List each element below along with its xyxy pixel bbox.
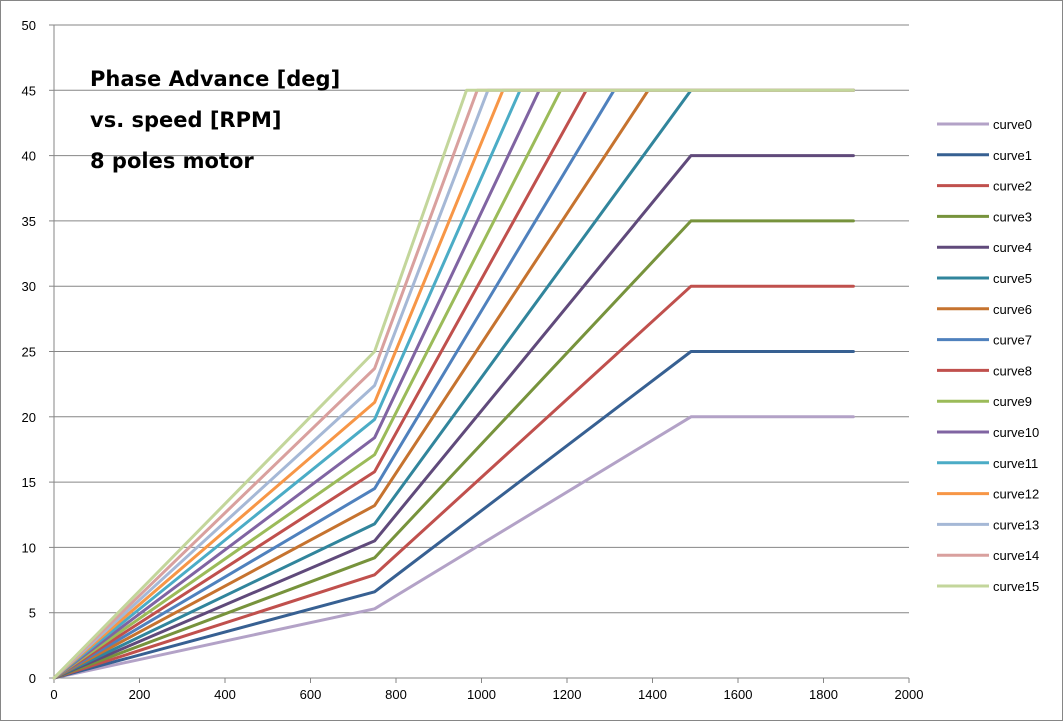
tick-layer: 0 5 10 15 20 25 30 35 40 45 50 0 200 400 600 800 1000 120…: [22, 18, 924, 702]
series-line-curve3: [52, 219, 855, 680]
legend-label-curve8: curve8: [993, 363, 1032, 378]
x-tick-label-3: 600: [300, 687, 322, 702]
legend-label-curve13: curve13: [993, 517, 1039, 532]
x-tick-label-2: 400: [214, 687, 236, 702]
x-tick-label-9: 1800: [809, 687, 838, 702]
x-tick-label-1: 200: [129, 687, 151, 702]
x-tick-label-5: 1000: [467, 687, 496, 702]
chart-title-line-3: 8 poles motor: [90, 149, 254, 173]
legend-label-curve9: curve9: [993, 394, 1032, 409]
legend: curve0 curve1 curve2 curve3 curve4 curve5 curv…: [937, 117, 1039, 594]
x-tick-label-4: 800: [385, 687, 407, 702]
y-tick-label-5: 25: [22, 345, 36, 360]
legend-label-curve15: curve15: [993, 579, 1039, 594]
series-line-curve0: [52, 415, 855, 680]
series-line-curve15: [52, 88, 855, 680]
legend-label-curve14: curve14: [993, 548, 1039, 563]
y-tick-label-6: 30: [22, 279, 36, 294]
legend-label-curve0: curve0: [993, 117, 1032, 132]
legend-label-curve10: curve10: [993, 425, 1039, 440]
legend-label-curve3: curve3: [993, 209, 1032, 224]
chart-title-line-1: Phase Advance [deg]: [90, 67, 340, 91]
legend-label-curve4: curve4: [993, 240, 1032, 255]
axis-layer: [49, 24, 910, 683]
series-line-curve4: [52, 154, 855, 680]
chart-title: Phase Advance [deg] vs. speed [RPM] 8 po…: [90, 67, 340, 173]
x-tick-label-8: 1600: [724, 687, 753, 702]
y-tick-label-0: 0: [29, 671, 36, 686]
legend-label-curve12: curve12: [993, 487, 1039, 502]
legend-label-curve11: curve11: [993, 456, 1038, 471]
series-line-curve2: [52, 284, 855, 680]
legend-label-curve7: curve7: [993, 333, 1032, 348]
y-tick-label-1: 5: [29, 606, 36, 621]
chart-title-line-2: vs. speed [RPM]: [90, 108, 282, 132]
legend-label-curve1: curve1: [993, 148, 1032, 163]
y-tick-label-9: 45: [22, 83, 36, 98]
y-tick-label-8: 40: [22, 149, 36, 164]
y-tick-label-10: 50: [22, 18, 36, 33]
x-tick-label-10: 2000: [895, 687, 924, 702]
legend-label-curve5: curve5: [993, 271, 1032, 286]
legend-label-curve6: curve6: [993, 302, 1032, 317]
y-tick-label-4: 20: [22, 410, 36, 425]
series-layer: [52, 88, 855, 680]
x-tick-label-7: 1400: [638, 687, 667, 702]
legend-label-curve2: curve2: [993, 179, 1032, 194]
y-tick-label-3: 15: [22, 475, 36, 490]
y-tick-label-2: 10: [22, 540, 36, 555]
x-tick-label-6: 1200: [553, 687, 582, 702]
series-line-curve1: [52, 350, 855, 680]
y-tick-label-7: 35: [22, 214, 36, 229]
x-tick-label-0: 0: [50, 687, 57, 702]
